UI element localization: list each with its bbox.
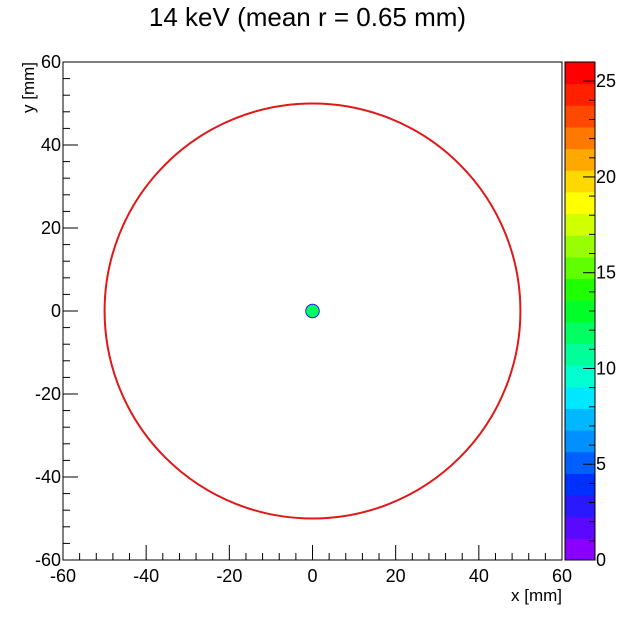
colorbar-segment bbox=[565, 321, 595, 344]
colorbar-segment bbox=[565, 170, 595, 193]
y-tick-label: -40 bbox=[35, 467, 61, 487]
x-tick-label: -40 bbox=[133, 566, 159, 586]
colorbar-segment bbox=[565, 256, 595, 280]
y-tick-label: 60 bbox=[41, 52, 61, 72]
chart-title: 14 keV (mean r = 0.65 mm) bbox=[148, 2, 467, 32]
colorbar: 0 5 10 15 20 25 bbox=[564, 61, 616, 570]
y-tick-label: -60 bbox=[35, 550, 61, 570]
central-spot bbox=[305, 303, 320, 319]
y-tick-label: 40 bbox=[41, 135, 61, 155]
x-tick-label: 60 bbox=[552, 566, 572, 586]
colorbar-segment bbox=[565, 451, 595, 474]
y-tick-label: 20 bbox=[41, 218, 61, 238]
colorbar-tick-label: 10 bbox=[596, 358, 616, 378]
colorbar-tick-label: 25 bbox=[596, 71, 616, 91]
axis-ticks-layer bbox=[62, 61, 563, 561]
y-tick-label: 0 bbox=[51, 301, 61, 321]
x-tick-label: 0 bbox=[307, 566, 317, 586]
colorbar-segment bbox=[565, 62, 595, 85]
x-tick-label: 40 bbox=[469, 566, 489, 586]
colorbar-segment bbox=[565, 408, 595, 431]
y-axis-label: y [mm] bbox=[19, 62, 38, 113]
colorbar-tick-label: 15 bbox=[596, 263, 616, 283]
colorbar-tick-label: 0 bbox=[596, 550, 606, 570]
colorbar-segment bbox=[565, 191, 595, 215]
x-tick-label: -60 bbox=[50, 566, 76, 586]
y-tick-label: -20 bbox=[35, 384, 61, 404]
colorbar-segment bbox=[565, 495, 595, 518]
colorbar-segment bbox=[565, 343, 595, 366]
colorbar-segment bbox=[565, 126, 595, 150]
colorbar-segment bbox=[565, 538, 595, 561]
boundary-circle bbox=[103, 102, 522, 520]
x-tick-label: 20 bbox=[386, 566, 406, 586]
x-tick-label: -20 bbox=[216, 566, 242, 586]
data-marks-layer bbox=[103, 102, 522, 520]
colorbar-segment bbox=[565, 300, 595, 323]
colorbar-segment bbox=[565, 83, 595, 106]
colorbar-segment bbox=[565, 213, 595, 236]
colorbar-segment bbox=[565, 148, 595, 171]
colorbar-segment bbox=[565, 278, 595, 301]
colorbar-segment bbox=[565, 430, 595, 453]
colorbar-segment bbox=[565, 235, 595, 258]
colorbar-tick-label: 5 bbox=[596, 454, 606, 474]
colorbar-segment bbox=[565, 365, 595, 388]
colorbar-segment bbox=[565, 105, 595, 128]
colorbar-segment bbox=[565, 516, 595, 539]
x-axis-label: x [mm] bbox=[511, 586, 562, 605]
colorbar-segment bbox=[565, 473, 595, 496]
colorbar-segment bbox=[565, 386, 595, 409]
colorbar-tick-label: 20 bbox=[596, 167, 616, 187]
